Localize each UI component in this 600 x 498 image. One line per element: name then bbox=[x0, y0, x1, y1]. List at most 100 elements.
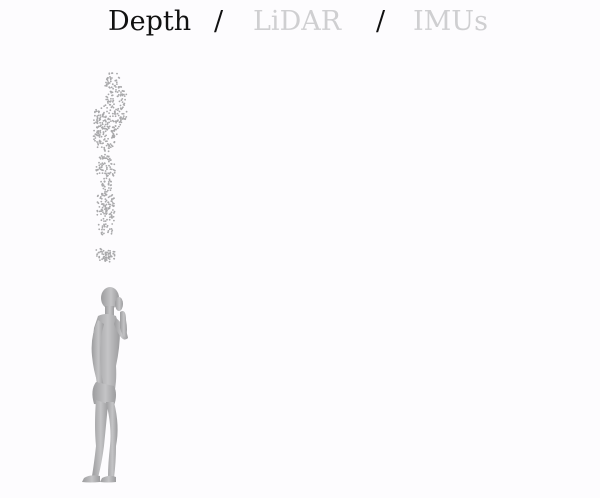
point-cloud-dot bbox=[109, 166, 112, 168]
point-cloud-dot bbox=[105, 172, 107, 175]
point-cloud-dot bbox=[118, 89, 120, 92]
point-cloud-dot bbox=[100, 107, 103, 110]
point-cloud-dot bbox=[110, 106, 113, 109]
point-cloud-dot bbox=[103, 162, 106, 165]
point-cloud-dot bbox=[105, 81, 107, 84]
point-cloud-dot bbox=[117, 93, 120, 96]
point-cloud-dot bbox=[102, 187, 105, 190]
point-cloud-dot bbox=[125, 116, 128, 118]
point-cloud-dot bbox=[108, 187, 110, 189]
point-cloud-dot bbox=[102, 112, 105, 115]
point-cloud-dot bbox=[110, 200, 113, 203]
point-cloud-dot bbox=[116, 120, 119, 122]
point-cloud-dot bbox=[114, 115, 117, 118]
point-cloud-dot bbox=[95, 166, 98, 168]
point-cloud-dot bbox=[108, 112, 110, 114]
point-cloud-dot bbox=[105, 98, 108, 101]
point-cloud-dot bbox=[120, 99, 123, 102]
point-cloud-dot bbox=[99, 114, 102, 116]
point-cloud-dot bbox=[122, 112, 125, 115]
point-cloud-dot bbox=[109, 205, 111, 208]
point-cloud-dot bbox=[110, 137, 113, 139]
point-cloud-dot bbox=[112, 115, 114, 117]
point-cloud-dot bbox=[110, 228, 113, 230]
point-cloud-dot bbox=[104, 220, 107, 223]
point-cloud-dot bbox=[104, 170, 107, 172]
point-cloud-dot bbox=[105, 207, 108, 209]
point-cloud-dot bbox=[101, 253, 104, 255]
point-cloud-dot bbox=[102, 249, 105, 252]
point-cloud-dot bbox=[105, 190, 108, 193]
point-cloud-dot bbox=[113, 257, 116, 260]
point-cloud-dot bbox=[107, 117, 110, 120]
point-cloud-dot bbox=[100, 208, 103, 211]
point-cloud-dot bbox=[109, 180, 112, 183]
human-body-mesh bbox=[82, 287, 128, 483]
point-cloud-dot bbox=[103, 125, 106, 128]
point-cloud-dot bbox=[104, 104, 107, 107]
point-cloud-dot bbox=[109, 255, 112, 257]
point-cloud-dot bbox=[110, 162, 112, 165]
point-cloud-dot bbox=[103, 232, 105, 235]
point-cloud-dot bbox=[109, 80, 112, 83]
point-cloud-dot bbox=[113, 135, 116, 137]
point-cloud-dot bbox=[112, 98, 114, 100]
point-cloud-dot bbox=[108, 157, 111, 160]
point-cloud-dot bbox=[110, 255, 113, 258]
point-cloud-dot bbox=[99, 121, 101, 124]
point-cloud-dot bbox=[110, 129, 113, 132]
point-cloud-dot bbox=[102, 163, 105, 166]
point-cloud-dot bbox=[110, 86, 113, 89]
point-cloud-dot bbox=[120, 116, 122, 119]
point-cloud-dot bbox=[99, 131, 102, 134]
point-cloud-dot bbox=[109, 203, 111, 206]
point-cloud-dot bbox=[102, 194, 104, 197]
point-cloud-dot bbox=[111, 216, 113, 219]
point-cloud-dot bbox=[97, 114, 100, 117]
point-cloud-dot bbox=[113, 205, 115, 207]
point-cloud-dot bbox=[121, 89, 124, 92]
point-cloud-dot bbox=[97, 132, 100, 135]
point-cloud-dot bbox=[103, 105, 105, 107]
point-cloud-dot bbox=[95, 110, 98, 113]
point-cloud-dot bbox=[109, 251, 112, 254]
point-cloud-dot bbox=[111, 223, 114, 225]
point-cloud-dot bbox=[98, 161, 100, 164]
point-cloud-dot bbox=[109, 216, 111, 219]
point-cloud-dot bbox=[122, 115, 125, 117]
point-cloud-dot bbox=[104, 157, 107, 160]
mode-depth-tab[interactable]: Depth bbox=[108, 6, 192, 37]
point-cloud-dot bbox=[120, 108, 123, 111]
point-cloud-dot bbox=[100, 232, 103, 234]
point-cloud-dot bbox=[103, 138, 106, 140]
point-cloud-dot bbox=[106, 96, 109, 99]
point-cloud-dot bbox=[106, 224, 109, 227]
point-cloud-dot bbox=[119, 94, 122, 97]
point-cloud-dot bbox=[116, 112, 119, 115]
point-cloud-dot bbox=[108, 144, 111, 147]
point-cloud-dot bbox=[97, 143, 100, 146]
point-cloud-dot bbox=[96, 131, 98, 134]
point-cloud-dot bbox=[113, 202, 115, 205]
point-cloud-dot bbox=[104, 119, 106, 122]
point-cloud-dot bbox=[119, 104, 122, 107]
point-cloud-dot bbox=[107, 208, 110, 210]
point-cloud-dot bbox=[115, 121, 117, 124]
point-cloud-dot bbox=[104, 204, 107, 207]
point-cloud-dot bbox=[115, 120, 118, 123]
point-cloud-dot bbox=[108, 228, 111, 231]
mode-lidar-tab[interactable]: LiDAR bbox=[253, 6, 342, 37]
point-cloud-dot bbox=[105, 120, 107, 123]
point-cloud-dot bbox=[107, 93, 110, 96]
point-cloud-dot bbox=[104, 150, 106, 152]
point-cloud-dot bbox=[107, 196, 110, 199]
point-cloud-dot bbox=[105, 134, 107, 137]
point-cloud-dot bbox=[113, 85, 116, 87]
point-cloud-dot bbox=[100, 213, 102, 216]
mode-imus-tab[interactable]: IMUs bbox=[413, 6, 488, 37]
point-cloud-dot bbox=[111, 198, 113, 200]
point-cloud-dot bbox=[108, 260, 111, 263]
point-cloud-dot bbox=[115, 133, 118, 136]
point-cloud-dot bbox=[94, 139, 96, 142]
point-cloud-dot bbox=[123, 95, 126, 97]
